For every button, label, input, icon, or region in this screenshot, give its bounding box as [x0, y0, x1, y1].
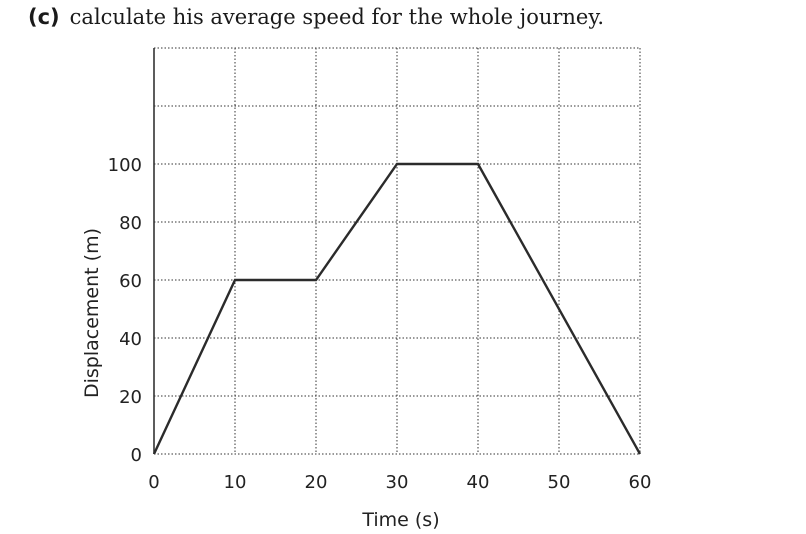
x-tick-label: 30 [386, 472, 409, 493]
y-tick-label: 80 [119, 213, 142, 234]
y-tick-label: 20 [119, 387, 142, 408]
series-line-group [152, 162, 642, 455]
question-text: (c) calculate his average speed for the w… [28, 2, 604, 32]
x-tick-labels: 0 10 20 30 40 50 60 [148, 472, 651, 493]
x-axis-title: Time (s) [361, 509, 439, 531]
y-tick-label: 60 [119, 271, 142, 292]
question-body: calculate his average speed for the whol… [69, 5, 605, 29]
x-tick-label: 0 [148, 472, 159, 493]
x-tick-label: 20 [305, 472, 328, 493]
x-tick-label: 40 [467, 472, 490, 493]
x-tick-label: 10 [224, 472, 247, 493]
series-line [152, 162, 642, 455]
y-tick-label: 0 [131, 445, 142, 466]
x-tick-label: 50 [548, 472, 571, 493]
y-axis-title: Displacement (m) [81, 228, 103, 398]
y-tick-label: 40 [119, 329, 142, 350]
question-label: (c) [28, 5, 60, 29]
x-tick-label: 60 [629, 472, 652, 493]
y-tick-labels: 0 20 40 60 80 100 [108, 155, 142, 466]
y-tick-label: 100 [108, 155, 142, 176]
grid [153, 47, 641, 455]
